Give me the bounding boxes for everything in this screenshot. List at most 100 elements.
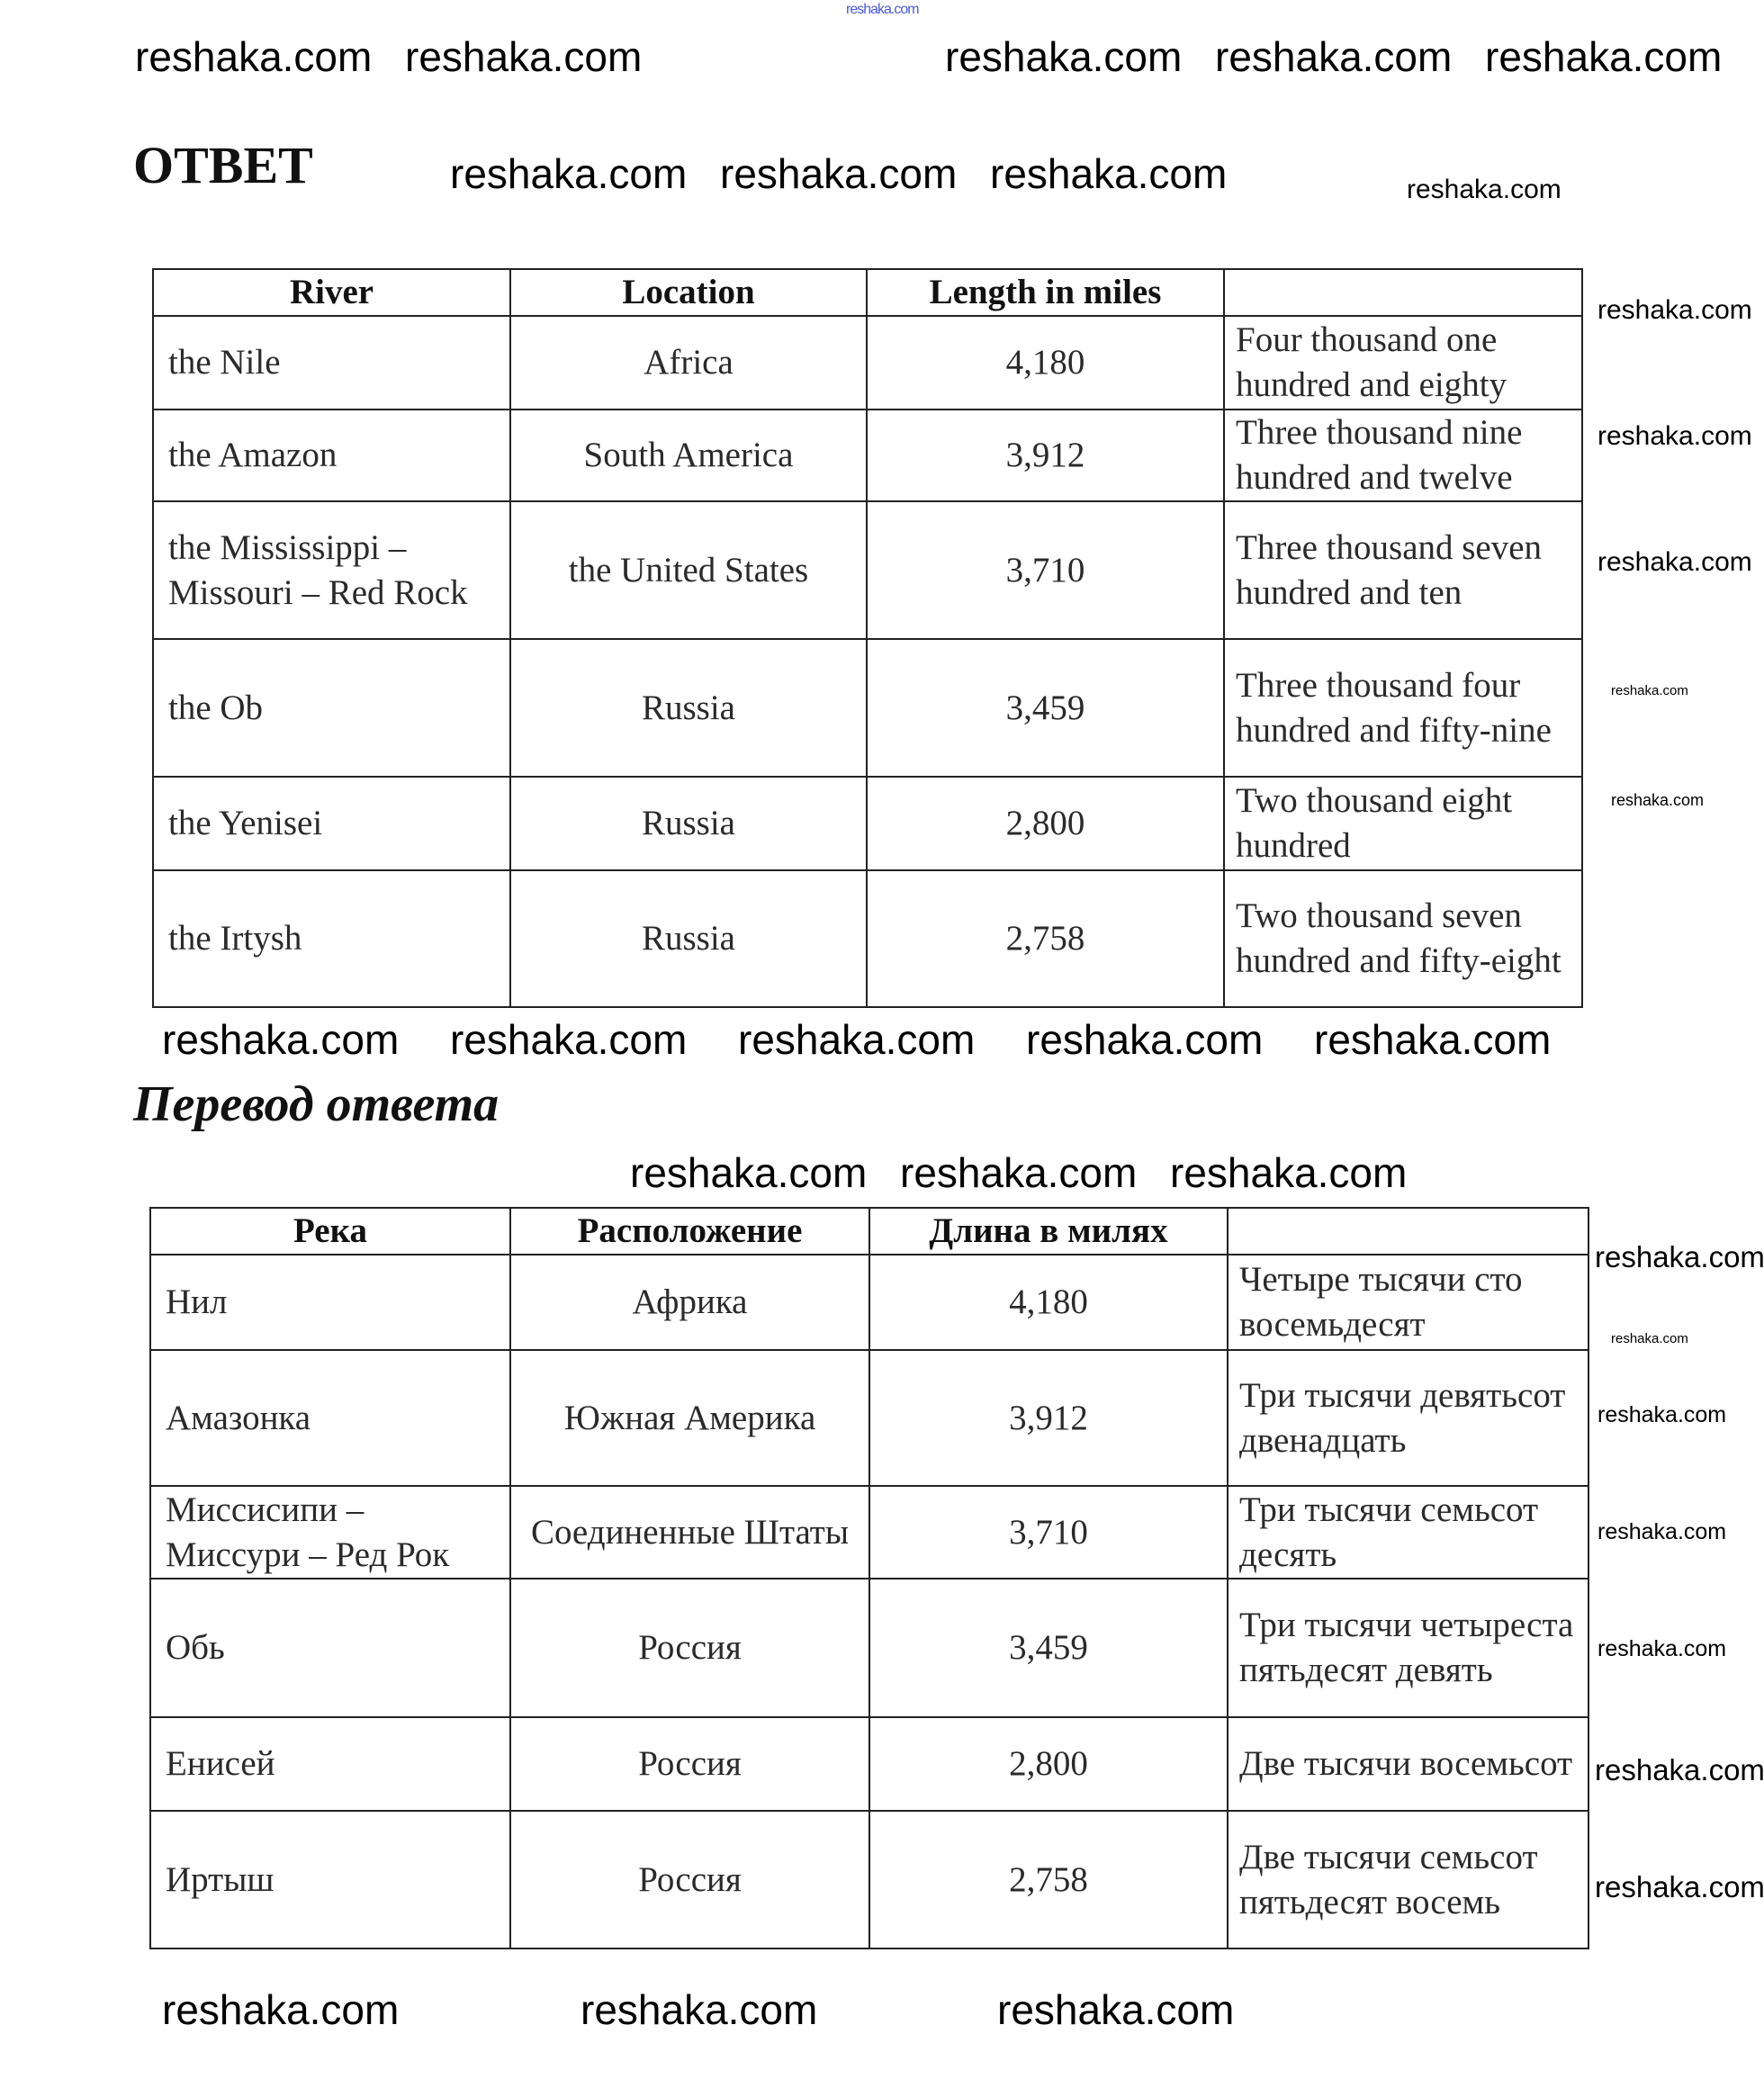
cell-location: the United States — [509, 500, 868, 640]
header-length: Length in miles — [866, 268, 1225, 317]
cell-location: South America — [509, 409, 868, 502]
cell-length: 3,459 — [866, 638, 1225, 778]
table-row: Обь Россия 3,459 Три тысячи четыреста пя… — [149, 1578, 1589, 1718]
watermark: reshaka.com — [900, 1149, 1138, 1196]
table-row: Миссисипи – Миссури – Ред Рок Соединенны… — [149, 1485, 1589, 1580]
header-length: Длина в милях — [868, 1207, 1228, 1256]
cell-length: 2,800 — [868, 1716, 1228, 1812]
watermark: reshaka.com — [1598, 421, 1752, 451]
watermark: reshaka.com — [945, 33, 1183, 80]
table-header-row: Река Расположение Длина в милях — [149, 1207, 1589, 1256]
watermark: reshaka.com — [630, 1149, 868, 1196]
cell-length: 3,459 — [868, 1578, 1228, 1718]
table-row: the Irtysh Russia 2,758 Two thousand sev… — [152, 869, 1583, 1008]
cell-river: the Ob — [152, 638, 511, 778]
cell-river: Амазонка — [149, 1349, 511, 1487]
cell-location: Россия — [509, 1716, 870, 1812]
watermark: reshaka.com — [1595, 1870, 1764, 1904]
table-row: Амазонка Южная Америка 3,912 Три тысячи … — [149, 1349, 1589, 1487]
header-words — [1223, 268, 1583, 317]
watermark: reshaka.com — [1595, 1753, 1764, 1786]
cell-location: Соединенные Штаты — [509, 1485, 870, 1580]
watermark: reshaka.com — [997, 1986, 1235, 2033]
watermark: reshaka.com — [162, 1016, 400, 1063]
watermark: reshaka.com — [1407, 175, 1562, 204]
watermark: reshaka.com — [1485, 33, 1723, 80]
cell-river: the Irtysh — [152, 869, 511, 1008]
cell-length: 2,758 — [866, 869, 1225, 1008]
header-words — [1227, 1207, 1589, 1256]
header-location: Расположение — [509, 1207, 870, 1256]
cell-river: Миссисипи – Миссури – Ред Рок — [149, 1485, 511, 1580]
cell-location: Africa — [509, 315, 868, 410]
cell-length: 3,912 — [868, 1349, 1228, 1487]
watermark: reshaka.com — [1170, 1149, 1408, 1196]
cell-words: Две тысячи семьсот пятьдесят восемь — [1227, 1810, 1589, 1949]
cell-words: Three thousand nine hundred and twelve — [1223, 409, 1583, 502]
cell-location: Россия — [509, 1578, 870, 1718]
cell-length: 3,710 — [866, 500, 1225, 640]
cell-river: Нил — [149, 1254, 511, 1351]
header-river: Река — [149, 1207, 511, 1256]
translation-heading: Перевод ответа — [133, 1076, 500, 1132]
cell-length: 3,912 — [866, 409, 1225, 502]
header-location: Location — [509, 268, 868, 317]
cell-words: Две тысячи восемьсот — [1227, 1716, 1589, 1812]
table-row: Енисей Россия 2,800 Две тысячи восемьсот — [149, 1716, 1589, 1812]
watermark: reshaka.com — [450, 150, 688, 197]
cell-words: Четыре тысячи сто восемьдесят — [1227, 1254, 1589, 1351]
cell-words: Two thousand seven hundred and fifty-eig… — [1223, 869, 1583, 1008]
cell-location: Африка — [509, 1254, 870, 1351]
cell-words: Three thousand four hundred and fifty-ni… — [1223, 638, 1583, 778]
cell-location: Южная Америка — [509, 1349, 870, 1487]
answer-table-english: River Location Length in miles the Nile … — [152, 268, 1583, 1008]
table-row: the Nile Africa 4,180 Four thousand one … — [152, 315, 1583, 410]
cell-words: Four thousand one hundred and eighty — [1223, 315, 1583, 410]
watermark: reshaka.com — [990, 150, 1228, 197]
watermark: reshaka.com — [1611, 683, 1688, 698]
cell-words: Two thousand eight hundred — [1223, 776, 1583, 871]
watermark: reshaka.com — [450, 1016, 688, 1063]
table-row: the Yenisei Russia 2,800 Two thousand ei… — [152, 776, 1583, 871]
cell-location: Россия — [509, 1810, 870, 1949]
watermark: reshaka.com — [162, 1986, 400, 2033]
table-row: the Amazon South America 3,912 Three tho… — [152, 409, 1583, 502]
cell-river: Иртыш — [149, 1810, 511, 1949]
cell-words: Three thousand seven hundred and ten — [1223, 500, 1583, 640]
answer-heading: ОТВЕТ — [133, 136, 313, 194]
cell-length: 4,180 — [866, 315, 1225, 410]
watermark: reshaka.com — [1611, 791, 1705, 809]
cell-location: Russia — [509, 638, 868, 778]
cell-words: Три тысячи семьсот десять — [1227, 1485, 1589, 1580]
table-header-row: River Location Length in miles — [152, 268, 1583, 317]
table-row: the Ob Russia 3,459 Three thousand four … — [152, 638, 1583, 778]
watermark: reshaka.com — [1598, 547, 1752, 577]
watermark: reshaka.com — [738, 1016, 976, 1063]
cell-location: Russia — [509, 869, 868, 1008]
cell-length: 4,180 — [868, 1254, 1228, 1351]
top-watermark: reshaka.com — [846, 2, 920, 17]
watermark: reshaka.com — [580, 1986, 818, 2033]
watermark: reshaka.com — [405, 33, 643, 80]
cell-words: Три тысячи девятьсот двенадцать — [1227, 1349, 1589, 1487]
cell-location: Russia — [509, 776, 868, 871]
watermark: reshaka.com — [135, 33, 373, 80]
watermark: reshaka.com — [720, 150, 958, 197]
cell-river: Обь — [149, 1578, 511, 1718]
watermark: reshaka.com — [1595, 1240, 1764, 1274]
table-row: the Mississippi – Missouri – Red Rock th… — [152, 500, 1583, 640]
watermark: reshaka.com — [1215, 33, 1453, 80]
cell-length: 2,800 — [866, 776, 1225, 871]
watermark: reshaka.com — [1598, 295, 1752, 325]
watermark: reshaka.com — [1026, 1016, 1264, 1063]
cell-river: Енисей — [149, 1716, 511, 1812]
cell-river: the Mississippi – Missouri – Red Rock — [152, 500, 511, 640]
cell-length: 3,710 — [868, 1485, 1228, 1580]
table-row: Нил Африка 4,180 Четыре тысячи сто восем… — [149, 1254, 1589, 1351]
watermark: reshaka.com — [1314, 1016, 1552, 1063]
watermark: reshaka.com — [1598, 1519, 1727, 1544]
cell-river: the Yenisei — [152, 776, 511, 871]
watermark: reshaka.com — [1611, 1331, 1688, 1346]
answer-table-russian: Река Расположение Длина в милях Нил Афри… — [149, 1207, 1589, 1949]
cell-length: 2,758 — [868, 1810, 1228, 1949]
